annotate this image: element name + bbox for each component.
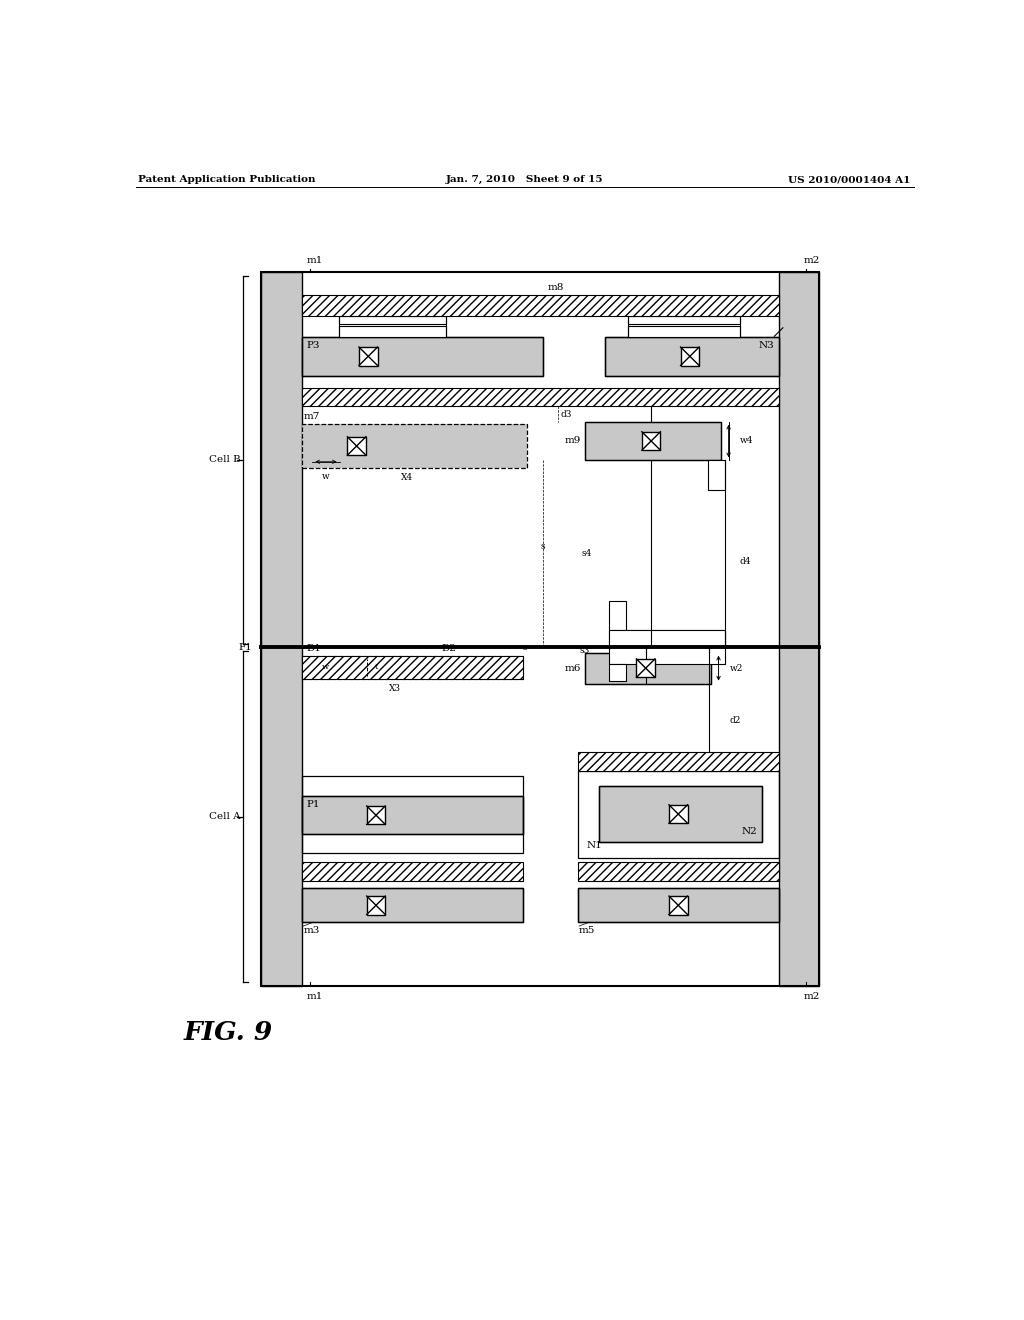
- Bar: [302, 424, 527, 469]
- Bar: [642, 432, 660, 450]
- Text: s: s: [541, 541, 545, 550]
- Bar: [586, 653, 711, 684]
- Bar: [599, 785, 762, 842]
- Text: m7: m7: [303, 412, 319, 421]
- Text: w: w: [323, 471, 330, 480]
- Text: m1: m1: [306, 256, 323, 264]
- Text: m2: m2: [804, 991, 820, 1001]
- Bar: [367, 896, 385, 915]
- Text: Cell A: Cell A: [209, 812, 241, 821]
- Text: D2: D2: [442, 644, 457, 653]
- Bar: [578, 862, 779, 880]
- Text: F1: F1: [239, 643, 252, 652]
- Text: P3: P3: [306, 341, 319, 350]
- Text: m6: m6: [564, 664, 581, 673]
- Text: w4: w4: [739, 437, 753, 445]
- Bar: [608, 601, 626, 631]
- Bar: [608, 664, 626, 681]
- Bar: [628, 317, 740, 323]
- Bar: [302, 296, 779, 317]
- Text: Patent Application Publication: Patent Application Publication: [138, 176, 315, 185]
- Bar: [669, 805, 687, 824]
- Bar: [599, 785, 762, 842]
- Bar: [578, 888, 779, 923]
- Bar: [604, 337, 779, 376]
- Bar: [302, 888, 523, 923]
- Text: N2: N2: [741, 828, 758, 836]
- Bar: [302, 796, 523, 834]
- Text: Cell B: Cell B: [209, 455, 241, 465]
- Text: X3: X3: [389, 684, 401, 693]
- Bar: [339, 317, 445, 323]
- Text: m1: m1: [306, 991, 323, 1001]
- Bar: [367, 807, 385, 825]
- Bar: [302, 424, 527, 469]
- Bar: [779, 272, 819, 986]
- Text: s: s: [522, 643, 527, 652]
- Bar: [302, 862, 523, 880]
- Text: D1: D1: [306, 644, 322, 653]
- Text: s4: s4: [582, 549, 592, 558]
- Bar: [302, 337, 543, 376]
- Text: US 2010/0001404 A1: US 2010/0001404 A1: [788, 176, 910, 185]
- Bar: [636, 659, 655, 677]
- Text: d2: d2: [729, 715, 740, 725]
- Text: m2: m2: [804, 256, 820, 264]
- Bar: [339, 326, 445, 337]
- Bar: [261, 272, 302, 986]
- Text: d3: d3: [560, 409, 571, 418]
- Bar: [578, 752, 779, 771]
- Bar: [586, 653, 711, 684]
- Bar: [302, 776, 523, 853]
- Bar: [578, 771, 779, 858]
- Bar: [669, 896, 687, 915]
- Bar: [578, 888, 779, 923]
- Bar: [302, 656, 523, 678]
- Bar: [302, 888, 523, 923]
- Bar: [359, 347, 378, 366]
- Bar: [302, 656, 523, 678]
- Text: P1: P1: [306, 800, 319, 809]
- Bar: [586, 422, 721, 461]
- Text: t: t: [375, 664, 378, 672]
- Text: m3: m3: [303, 927, 319, 935]
- Bar: [586, 422, 721, 461]
- Bar: [604, 337, 779, 376]
- Bar: [708, 461, 725, 490]
- Text: w2: w2: [729, 664, 742, 673]
- Text: m5: m5: [579, 927, 595, 935]
- Bar: [347, 437, 366, 455]
- Text: Jan. 7, 2010   Sheet 9 of 15: Jan. 7, 2010 Sheet 9 of 15: [446, 176, 603, 185]
- Text: s3: s3: [579, 645, 589, 655]
- Bar: [681, 347, 699, 366]
- Text: m9: m9: [564, 437, 581, 445]
- Bar: [628, 326, 740, 337]
- Bar: [608, 631, 725, 647]
- Bar: [302, 796, 523, 834]
- Text: N3: N3: [759, 341, 774, 350]
- Text: m8: m8: [548, 284, 564, 293]
- Bar: [302, 337, 543, 376]
- Text: d4: d4: [739, 557, 751, 566]
- Text: X4: X4: [401, 473, 413, 482]
- Bar: [608, 631, 725, 647]
- Bar: [302, 388, 779, 407]
- Text: FIG. 9: FIG. 9: [183, 1020, 273, 1045]
- Text: w: w: [323, 664, 329, 672]
- Text: N1: N1: [587, 841, 602, 850]
- Bar: [608, 647, 725, 664]
- Bar: [261, 272, 819, 986]
